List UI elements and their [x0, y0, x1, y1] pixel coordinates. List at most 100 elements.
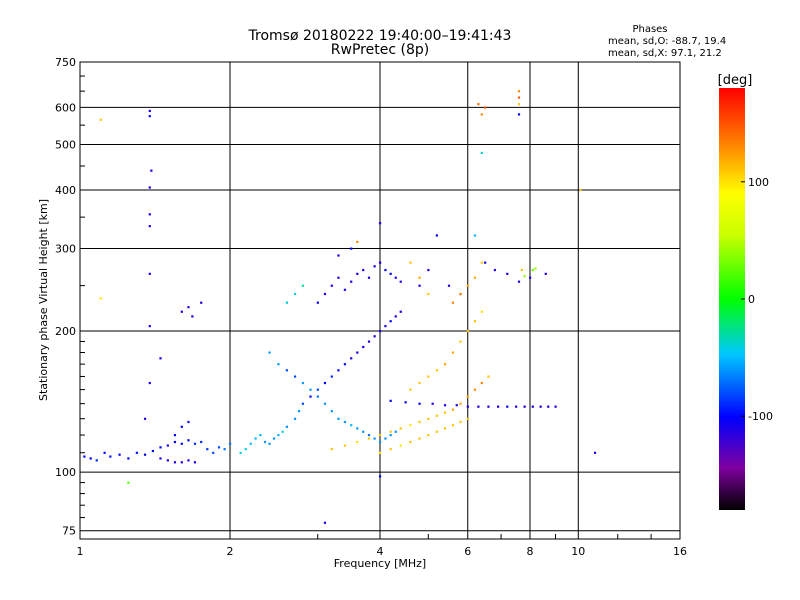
data-point	[473, 320, 477, 323]
data-point	[95, 459, 98, 462]
data-point	[173, 434, 177, 437]
data-point	[418, 437, 421, 440]
data-point	[356, 427, 359, 430]
data-point	[523, 275, 526, 278]
data-point	[480, 113, 483, 116]
data-point	[99, 297, 102, 300]
data-point	[389, 272, 392, 275]
data-point	[517, 96, 521, 99]
data-point	[367, 340, 371, 343]
data-point	[316, 388, 319, 391]
data-point	[148, 325, 151, 328]
data-point	[427, 417, 430, 420]
data-point	[506, 272, 509, 275]
data-point	[466, 405, 469, 408]
x-axis-ticks: 1 2 4 6 8 10 16	[77, 534, 687, 558]
data-point	[309, 395, 312, 398]
data-point	[379, 330, 382, 333]
data-point	[148, 186, 151, 189]
data-point	[330, 448, 333, 451]
data-points	[83, 90, 597, 524]
data-point	[379, 434, 382, 437]
phases-x-mode: mean, sd,X: 97.1, 21.2	[608, 48, 722, 59]
data-point	[173, 461, 177, 464]
data-point	[466, 330, 469, 333]
data-point	[343, 288, 347, 291]
data-point	[180, 310, 183, 313]
y-axis-label: Stationary phase Virtual Height [km]	[37, 199, 50, 401]
data-point	[159, 357, 162, 360]
x-tick-label: 10	[571, 545, 585, 558]
data-point	[451, 424, 455, 427]
data-point	[517, 280, 521, 283]
data-point	[443, 363, 447, 366]
y-tick-label: 500	[55, 139, 76, 152]
data-point	[293, 375, 297, 378]
data-point	[151, 449, 155, 453]
colorbar-ticks: 100 0 -100	[741, 176, 773, 423]
data-point	[180, 461, 183, 464]
data-point	[409, 440, 412, 444]
data-point	[343, 444, 347, 447]
data-point	[285, 369, 288, 372]
data-point	[473, 276, 477, 279]
data-point	[337, 276, 340, 279]
data-point	[399, 427, 402, 430]
data-point	[301, 381, 305, 385]
chart-subtitle: RwPretec (8p)	[331, 42, 429, 58]
data-point	[487, 375, 490, 378]
data-point	[159, 446, 162, 449]
data-point	[373, 265, 376, 268]
data-point	[217, 446, 221, 449]
data-point	[263, 440, 267, 444]
data-point	[268, 442, 271, 445]
data-point	[337, 254, 340, 257]
data-point	[350, 280, 353, 283]
data-point	[83, 455, 86, 458]
data-point	[373, 335, 376, 338]
data-point	[477, 103, 480, 106]
data-point	[473, 234, 477, 237]
data-point	[443, 404, 447, 407]
data-point	[484, 261, 487, 264]
data-point	[159, 457, 162, 460]
data-point	[418, 402, 421, 405]
data-point	[517, 113, 521, 116]
data-point	[466, 417, 469, 420]
y-tick-label: 300	[55, 243, 76, 256]
data-point	[418, 284, 421, 287]
data-point	[148, 381, 151, 385]
data-point	[404, 401, 407, 404]
data-point	[362, 268, 365, 272]
data-point	[323, 521, 327, 524]
grid-lines	[80, 62, 680, 539]
data-point	[223, 448, 226, 451]
data-point	[443, 411, 447, 414]
data-point	[384, 437, 387, 440]
data-point	[193, 461, 197, 464]
data-point	[531, 268, 534, 272]
data-point	[362, 430, 365, 433]
data-point	[466, 284, 469, 287]
data-point	[493, 268, 497, 272]
data-point	[431, 402, 434, 405]
y-tick-label: 600	[55, 101, 76, 114]
data-point	[337, 417, 340, 420]
data-point	[148, 225, 151, 228]
x-tick-label: 16	[673, 545, 687, 558]
data-point	[212, 451, 215, 454]
data-point	[389, 399, 392, 402]
data-point	[180, 442, 183, 445]
x-axis-label: Frequency [MHz]	[334, 557, 426, 570]
data-point	[187, 439, 190, 442]
data-point	[506, 405, 509, 408]
data-point	[579, 188, 582, 192]
data-point	[316, 301, 319, 304]
data-point	[593, 451, 597, 454]
data-point	[379, 222, 382, 225]
data-point	[531, 405, 534, 408]
data-point	[496, 405, 500, 408]
data-point	[477, 405, 480, 408]
data-point	[480, 151, 483, 155]
